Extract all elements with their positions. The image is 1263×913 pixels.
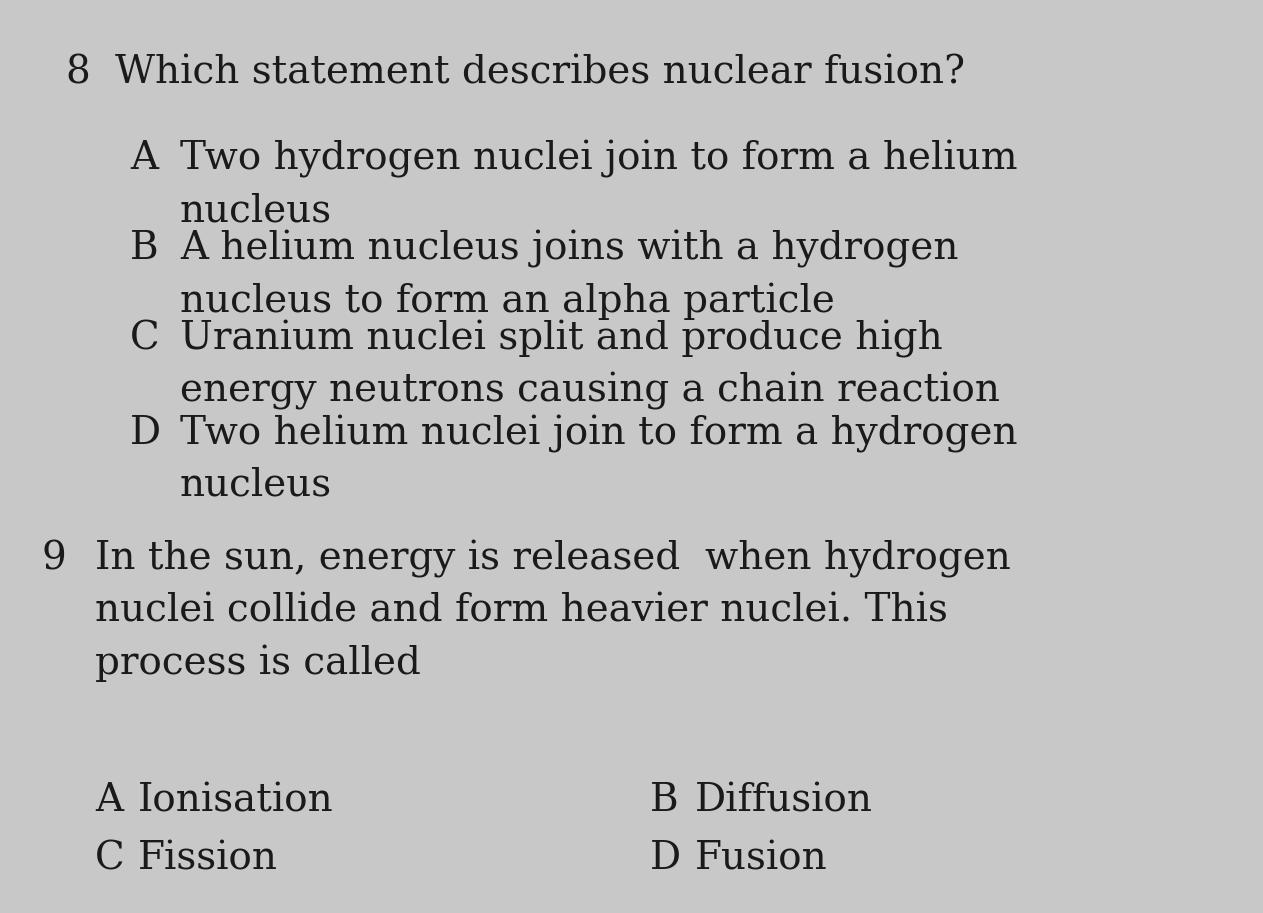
Text: energy neutrons causing a chain reaction: energy neutrons causing a chain reaction	[181, 372, 1000, 410]
Text: D: D	[130, 415, 162, 452]
Text: Ionisation: Ionisation	[138, 782, 333, 819]
Text: D: D	[650, 840, 681, 877]
Text: A helium nucleus joins with a hydrogen: A helium nucleus joins with a hydrogen	[181, 230, 959, 268]
Text: 8: 8	[64, 55, 90, 92]
Text: C: C	[130, 320, 159, 357]
Text: B: B	[650, 782, 678, 819]
Text: B: B	[130, 230, 159, 267]
Text: Two helium nuclei join to form a hydrogen: Two helium nuclei join to form a hydroge…	[181, 415, 1018, 453]
Text: nuclei collide and form heavier nuclei. This: nuclei collide and form heavier nuclei. …	[95, 592, 947, 629]
Text: 9: 9	[42, 540, 67, 577]
Text: Two hydrogen nuclei join to form a helium: Two hydrogen nuclei join to form a heliu…	[181, 140, 1018, 178]
Text: Diffusion: Diffusion	[695, 782, 873, 819]
Text: In the sun, energy is released  when hydrogen: In the sun, energy is released when hydr…	[95, 540, 1010, 578]
Text: process is called: process is called	[95, 644, 421, 681]
Text: nucleus to form an alpha particle: nucleus to form an alpha particle	[181, 282, 835, 320]
Text: Which statement describes nuclear fusion?: Which statement describes nuclear fusion…	[115, 55, 965, 92]
Text: C: C	[95, 840, 125, 877]
Text: nucleus: nucleus	[181, 467, 332, 504]
Text: Uranium nuclei split and produce high: Uranium nuclei split and produce high	[181, 320, 942, 358]
Text: nucleus: nucleus	[181, 192, 332, 229]
Text: A: A	[130, 140, 158, 177]
Text: A: A	[95, 782, 123, 819]
Text: Fission: Fission	[138, 840, 278, 877]
Text: Fusion: Fusion	[695, 840, 827, 877]
